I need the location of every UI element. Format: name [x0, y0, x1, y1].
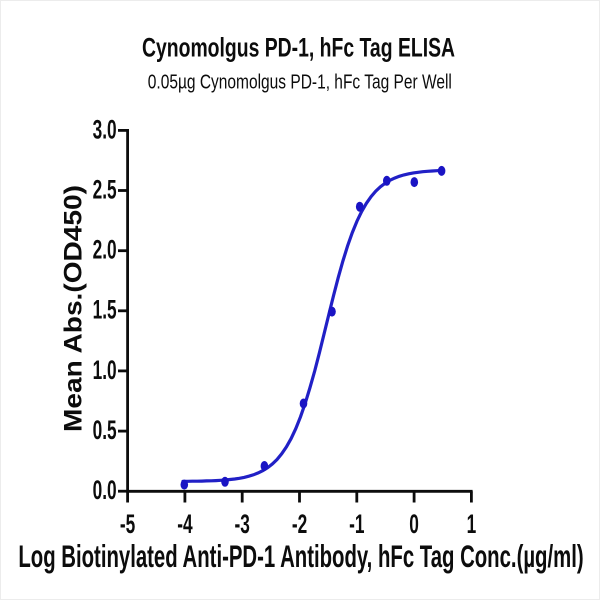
- svg-text:1.0: 1.0: [93, 354, 117, 385]
- svg-text:Cynomolgus PD-1, hFc Tag ELISA: Cynomolgus PD-1, hFc Tag ELISA: [142, 32, 455, 62]
- svg-text:-4: -4: [177, 508, 193, 539]
- svg-text:Log Biotinylated Anti-PD-1 Ant: Log Biotinylated Anti-PD-1 Antibody, hFc…: [18, 538, 583, 574]
- svg-text:2.5: 2.5: [93, 173, 117, 204]
- svg-text:2.0: 2.0: [93, 234, 117, 265]
- svg-text:0: 0: [409, 508, 419, 539]
- svg-text:0.0: 0.0: [93, 474, 117, 505]
- svg-text:Mean Abs.(OD450): Mean Abs.(OD450): [59, 185, 87, 432]
- svg-text:-3: -3: [235, 508, 250, 539]
- svg-text:0.05µg Cynomolgus PD-1, hFc Ta: 0.05µg Cynomolgus PD-1, hFc Tag Per Well: [148, 71, 452, 94]
- svg-text:1: 1: [467, 508, 477, 539]
- svg-text:0.5: 0.5: [93, 414, 117, 445]
- svg-text:-2: -2: [292, 508, 307, 539]
- svg-text:3.0: 3.0: [93, 113, 117, 144]
- svg-text:1.5: 1.5: [93, 294, 117, 325]
- svg-text:-5: -5: [120, 508, 135, 539]
- svg-text:-1: -1: [349, 508, 364, 539]
